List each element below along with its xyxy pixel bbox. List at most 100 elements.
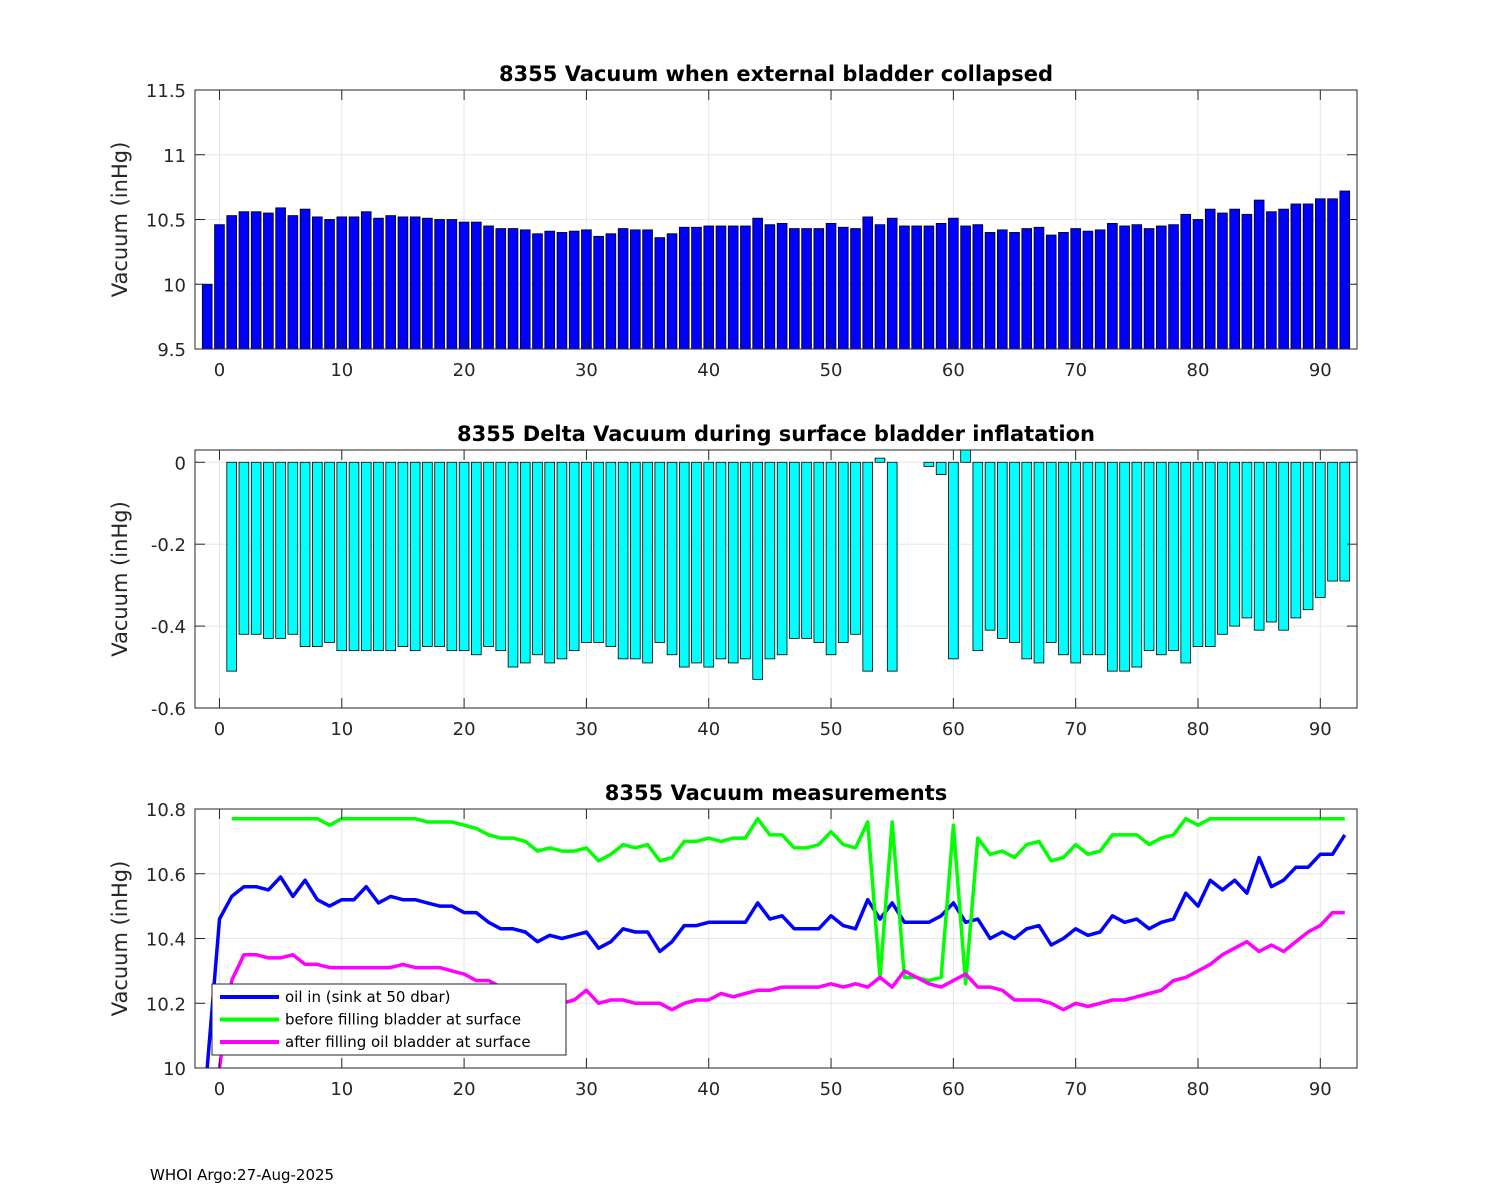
bar [1045,461,1057,643]
bar [409,216,421,349]
x-tick-label: 20 [453,360,476,381]
bar [813,461,825,643]
x-tick-label: 50 [820,360,843,381]
bar [1131,224,1143,349]
bar [874,457,886,463]
chart-title: 8355 Vacuum when external bladder collap… [499,62,1053,86]
x-tick-label: 10 [330,1079,353,1100]
x-tick-label: 30 [575,719,598,740]
bar [678,226,690,349]
bar [581,229,592,349]
bar [996,461,1008,639]
y-axis-label: Vacuum (inHg) [108,861,132,1017]
bar [1021,461,1033,660]
bar [1315,461,1326,598]
bar [1168,461,1179,652]
bar [703,225,715,349]
bar [740,225,751,349]
bar [373,461,384,652]
bar [752,461,763,680]
bar [471,221,482,349]
bar [568,230,580,349]
bar [507,461,519,668]
bar [1143,461,1155,652]
bar [397,216,409,349]
series-line [217,910,1345,1068]
y-tick-label: -0.4 [151,617,186,638]
bar [556,461,568,660]
bar [1082,230,1094,349]
bar [1058,461,1069,656]
plot-marks [226,450,1351,680]
x-tick-label: 0 [214,719,225,740]
bar [312,216,323,349]
bar [238,461,250,635]
bar [287,461,299,635]
bar [837,461,849,643]
bar [1192,219,1204,349]
bar [422,217,433,349]
bar [801,461,812,639]
bar [776,222,788,349]
x-tick-label: 90 [1309,1079,1332,1100]
bar [385,215,396,349]
bar [642,229,653,349]
x-tick-label: 80 [1187,719,1210,740]
y-tick-label: -0.6 [151,699,186,720]
y-tick-label: 10.2 [146,994,186,1015]
bar [446,461,458,652]
x-tick-label: 60 [942,360,965,381]
bar [238,211,250,349]
bar [226,461,237,672]
y-tick-label: 10.8 [146,800,186,821]
bar [1327,198,1338,349]
bar [446,219,458,349]
bar [495,461,507,652]
chart-1: 0 10 20 30 40 50 60 70 80 90 9.5 10 10.5 11 11.5 8355 V… [108,62,1358,381]
bar [434,219,445,349]
bar [495,228,507,349]
bar [544,230,556,349]
bar [984,232,996,349]
bar [899,225,910,349]
bar [483,225,494,349]
bar [1204,461,1216,647]
bar [666,461,678,656]
bar [299,208,311,349]
series-line [205,833,1347,1068]
bar [727,461,739,664]
bar [996,229,1008,349]
bar [776,461,788,656]
bar [764,224,776,349]
x-tick-label: 80 [1187,360,1210,381]
plot-marks [201,190,1351,349]
bar [1033,226,1045,349]
bar [1266,211,1277,349]
bar [1070,461,1081,664]
bar [789,228,800,349]
bar [972,224,984,349]
bar [935,461,947,475]
legend-label: after filling oil bladder at surface [285,1033,531,1051]
y-tick-label: 11.5 [146,81,186,102]
chart-title: 8355 Vacuum measurements [605,781,948,805]
x-tick-label: 50 [820,719,843,740]
bar [605,233,617,349]
x-tick-label: 70 [1064,1079,1087,1100]
y-tick-label: 9.5 [157,340,186,361]
bar [886,461,898,672]
x-tick-label: 90 [1309,719,1332,740]
bar [483,461,494,647]
bar [1241,461,1253,619]
bar [250,211,262,349]
x-tick-label: 40 [697,719,720,740]
x-tick-label: 50 [820,1079,843,1100]
bar [1107,222,1118,349]
bar [556,232,568,349]
bar [862,216,874,349]
bar [397,461,409,647]
bar [458,221,470,349]
bar [1094,461,1106,656]
bar [1180,213,1192,349]
bar [250,461,262,635]
